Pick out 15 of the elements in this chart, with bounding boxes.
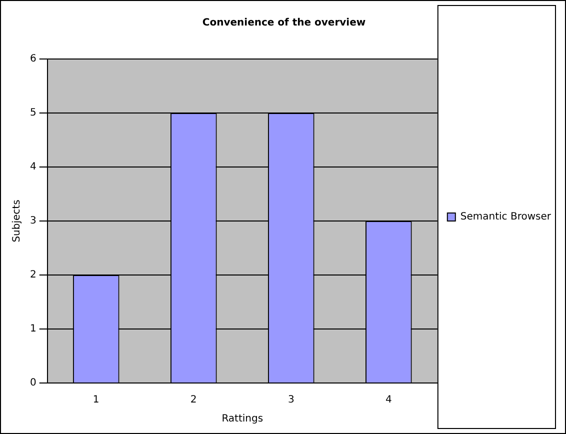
y-axis-title: Subjects <box>12 200 23 242</box>
y-tick-label: 6 <box>30 54 36 65</box>
x-tick-label: 3 <box>288 394 294 406</box>
y-tick-label: 5 <box>30 108 36 119</box>
x-tick-label: 1 <box>92 394 100 406</box>
legend-label: Semantic Browser <box>460 212 552 223</box>
y-tick-label: 0 <box>30 378 36 389</box>
y-tick-label: 1 <box>30 324 36 335</box>
x-axis-title: Rattings <box>222 414 264 425</box>
x-tick-label: 2 <box>190 394 197 406</box>
y-tick-label: 3 <box>30 216 36 227</box>
y-tick-label: 4 <box>30 162 36 173</box>
chart-title: Convenience of the overview <box>202 18 366 29</box>
y-tick-label: 2 <box>30 270 36 281</box>
x-tick-label: 4 <box>385 394 392 406</box>
